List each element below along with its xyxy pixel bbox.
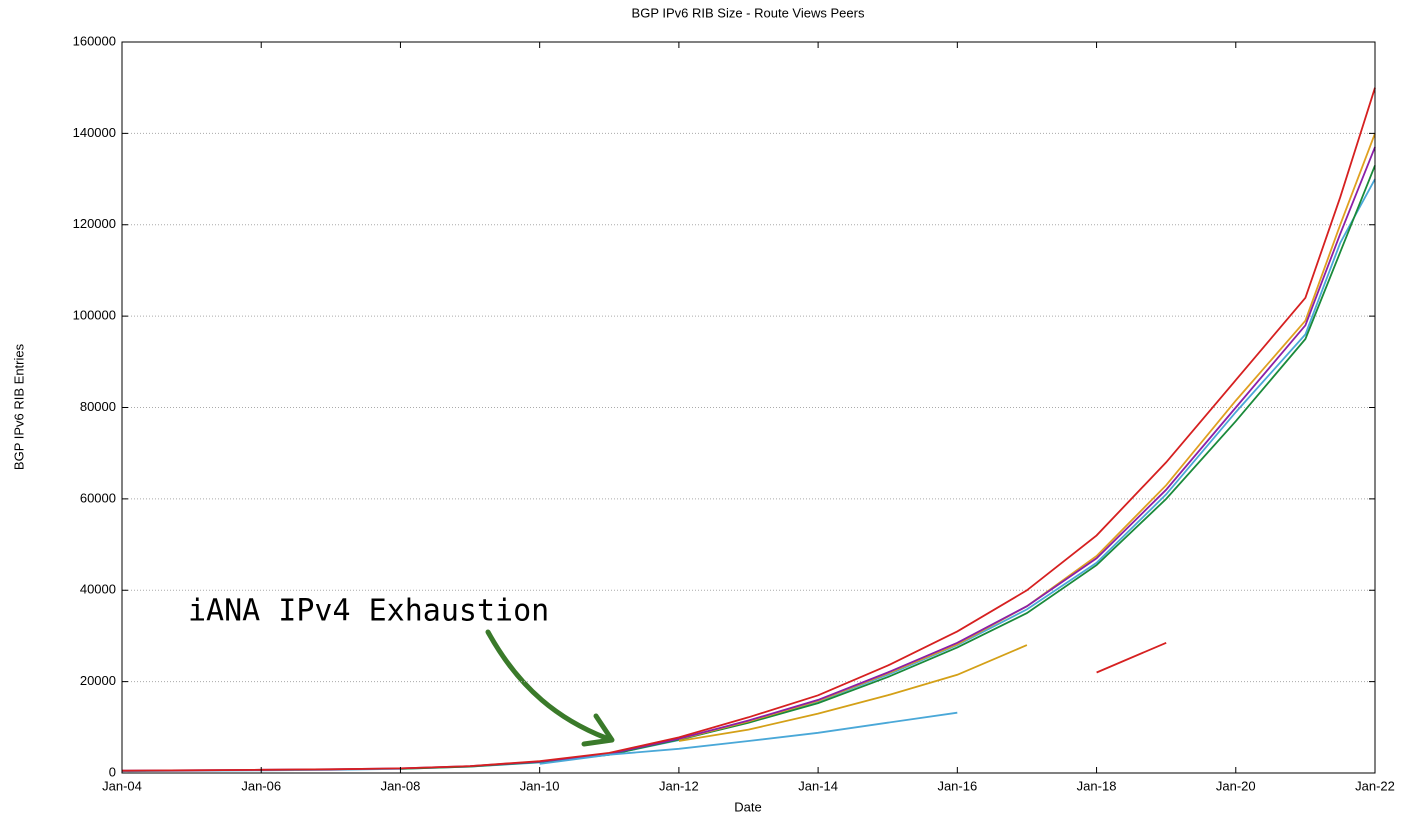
plot-area bbox=[121, 87, 1376, 773]
x-axis-label: Date bbox=[734, 799, 761, 814]
x-tick-label: Jan-18 bbox=[1077, 778, 1117, 793]
chart-title: BGP IPv6 RIB Size - Route Views Peers bbox=[632, 5, 865, 20]
x-tick-label: Jan-22 bbox=[1355, 778, 1395, 793]
series-line bbox=[1096, 641, 1167, 674]
series-line bbox=[678, 644, 1028, 742]
grid bbox=[122, 41, 1375, 774]
x-tick-label: Jan-06 bbox=[241, 778, 281, 793]
annotation: iANA IPv4 Exhaustion bbox=[188, 594, 549, 629]
x-tick-label: Jan-20 bbox=[1216, 778, 1256, 793]
x-tick-label: Jan-12 bbox=[659, 778, 699, 793]
y-tick-label: 0 bbox=[109, 764, 116, 779]
y-tick-label: 140000 bbox=[73, 125, 116, 140]
x-tick-label: Jan-16 bbox=[937, 778, 977, 793]
series-line bbox=[400, 165, 1376, 770]
x-tick-label: Jan-04 bbox=[102, 778, 142, 793]
x-tick-label: Jan-14 bbox=[798, 778, 838, 793]
annotation-arrowhead bbox=[581, 713, 615, 747]
y-tick-label: 100000 bbox=[73, 308, 116, 323]
annotation-arrow bbox=[485, 629, 609, 741]
y-tick-label: 60000 bbox=[80, 490, 116, 505]
y-tick-label: 20000 bbox=[80, 673, 116, 688]
x-tick-label: Jan-08 bbox=[381, 778, 421, 793]
y-tick-label: 160000 bbox=[73, 33, 116, 48]
y-tick-label: 120000 bbox=[73, 216, 116, 231]
series-line bbox=[678, 133, 1376, 741]
x-tick-label: Jan-10 bbox=[520, 778, 560, 793]
series-line bbox=[539, 711, 958, 765]
y-axis-label: BGP IPv6 RIB Entries bbox=[11, 343, 26, 470]
y-tick-label: 80000 bbox=[80, 399, 116, 414]
series-line bbox=[121, 87, 1376, 772]
y-tick-label: 40000 bbox=[80, 582, 116, 597]
